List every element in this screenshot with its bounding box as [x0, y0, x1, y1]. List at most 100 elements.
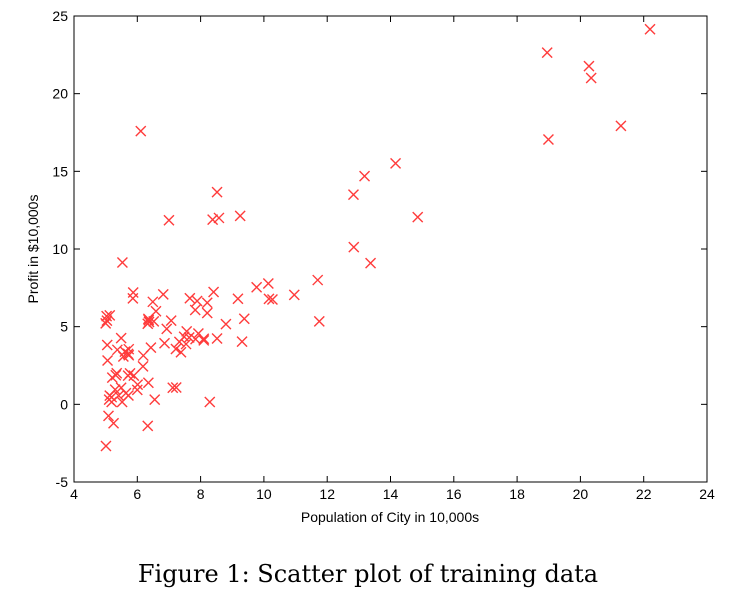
- data-point: [312, 274, 324, 286]
- data-point: [102, 355, 114, 367]
- x-tick-label: 24: [699, 486, 715, 502]
- data-point: [131, 384, 143, 396]
- data-point: [111, 367, 123, 379]
- data-point: [183, 332, 195, 344]
- data-point: [220, 318, 232, 330]
- y-tick-label: 25: [52, 8, 68, 24]
- data-point: [262, 277, 274, 289]
- x-tick-label: 6: [133, 486, 141, 502]
- data-point: [201, 297, 213, 309]
- x-tick-label: 18: [509, 486, 525, 502]
- data-point: [157, 288, 169, 300]
- y-axis-label: Profit in $10,000s: [25, 195, 41, 304]
- data-point: [232, 293, 244, 305]
- data-point: [173, 336, 185, 348]
- data-point: [132, 379, 144, 391]
- data-point: [101, 315, 113, 327]
- y-tick-label: 10: [52, 241, 68, 257]
- x-tick-label: 22: [636, 486, 652, 502]
- data-point: [159, 337, 171, 349]
- data-point: [128, 370, 140, 382]
- data-point: [615, 120, 627, 132]
- data-point: [123, 343, 135, 355]
- data-point: [115, 382, 127, 394]
- data-point: [100, 440, 112, 452]
- data-point: [211, 332, 223, 344]
- data-point: [180, 338, 192, 350]
- data-point: [170, 343, 182, 355]
- x-tick-label: 16: [446, 486, 462, 502]
- y-tick-label: 20: [52, 86, 68, 102]
- data-point: [106, 391, 118, 403]
- data-point: [135, 125, 147, 137]
- y-tick-label: -5: [56, 474, 69, 490]
- data-point: [104, 309, 116, 321]
- data-point: [390, 157, 402, 169]
- data-point: [191, 295, 203, 307]
- data-point: [184, 292, 196, 304]
- data-point: [170, 382, 182, 394]
- data-point: [201, 307, 213, 319]
- x-axis-label: Population of City in 10,000s: [301, 509, 479, 525]
- data-point: [263, 293, 275, 305]
- scatter-plot: 4 6 8 10 12 14 16 18 20 22 24 -5 0 5 10 15 20 25 Populati…: [25, 8, 715, 525]
- data-point: [288, 289, 300, 301]
- data-point: [127, 286, 139, 298]
- data-point: [110, 369, 122, 381]
- data-point: [106, 396, 118, 408]
- data-point: [236, 336, 248, 348]
- data-point: [142, 377, 154, 389]
- data-point: [266, 293, 278, 305]
- data-point: [238, 313, 250, 325]
- data-point: [142, 318, 154, 330]
- data-point: [207, 214, 219, 226]
- y-tick-label: 15: [52, 163, 68, 179]
- data-point: [108, 417, 120, 429]
- data-point: [115, 332, 127, 344]
- data-point: [365, 257, 377, 269]
- data-point: [165, 315, 177, 327]
- figure-caption: Figure 1: Scatter plot of training data: [137, 560, 599, 588]
- data-point: [251, 281, 263, 293]
- data-point: [190, 333, 202, 345]
- data-point: [359, 170, 371, 182]
- data-point: [161, 323, 173, 335]
- data-point: [124, 367, 136, 379]
- data-point: [163, 214, 175, 226]
- data-point: [644, 23, 656, 35]
- data-point: [189, 304, 201, 316]
- x-tick-label: 4: [70, 486, 78, 502]
- data-point: [101, 339, 113, 351]
- data-point: [103, 410, 114, 422]
- data-point: [412, 211, 424, 223]
- data-point: [167, 382, 179, 394]
- data-point: [149, 394, 161, 406]
- data-point: [181, 325, 193, 337]
- x-tick-label: 14: [383, 486, 399, 502]
- x-tick-label: 8: [197, 486, 205, 502]
- data-point: [137, 350, 149, 362]
- data-markers: [100, 23, 656, 452]
- data-point: [109, 384, 121, 396]
- axis-ticks: 4 6 8 10 12 14 16 18 20 22 24 -5 0 5 10 15 20 25: [52, 8, 715, 502]
- y-tick-label: 5: [60, 319, 68, 335]
- data-point: [347, 189, 359, 201]
- data-point: [542, 133, 554, 145]
- data-point: [234, 210, 246, 222]
- x-tick-label: 12: [319, 486, 335, 502]
- plot-frame: [73, 15, 708, 483]
- data-point: [585, 72, 597, 84]
- data-point: [313, 315, 325, 327]
- data-point: [116, 257, 128, 269]
- data-point: [148, 315, 160, 327]
- y-tick-label: 0: [60, 396, 68, 412]
- data-point: [175, 346, 187, 358]
- data-point: [211, 186, 223, 198]
- data-point: [147, 296, 159, 308]
- data-point: [348, 241, 360, 253]
- x-tick-label: 20: [573, 486, 589, 502]
- data-point: [583, 60, 595, 72]
- data-point: [213, 212, 225, 224]
- data-point: [198, 333, 210, 345]
